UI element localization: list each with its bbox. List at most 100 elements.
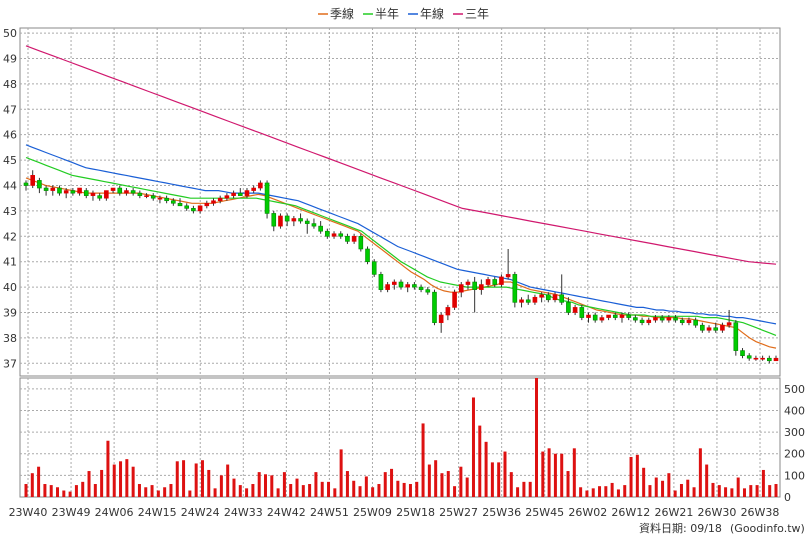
candle-body-89 <box>619 314 625 318</box>
volume-bar-82 <box>541 451 545 497</box>
volume-bar-70 <box>465 477 469 497</box>
volume-bar-36 <box>251 484 255 497</box>
candle-body-13 <box>110 187 116 191</box>
volume-bar-43 <box>295 478 299 497</box>
volume-bar-27 <box>194 463 198 497</box>
volume-bar-75 <box>497 462 501 497</box>
volume-bar-1 <box>30 473 34 497</box>
candle-body-73 <box>512 274 518 303</box>
candle-body-42 <box>304 220 310 224</box>
candle-body-78 <box>546 294 551 301</box>
candle-body-7 <box>70 190 76 194</box>
ma-line-1 <box>25 156 777 336</box>
volume-bar-74 <box>490 462 494 497</box>
candle-body-107 <box>740 350 745 356</box>
candle-body-6 <box>63 190 69 194</box>
candle-body-18 <box>144 195 149 197</box>
volume-bar-28 <box>200 460 204 497</box>
candle-body-55 <box>392 281 397 285</box>
x-tick-13: 26W02 <box>568 506 607 519</box>
volume-bar-11 <box>93 484 97 497</box>
volume-bar-59 <box>396 480 400 497</box>
volume-bar-98 <box>642 467 646 497</box>
candle-body-85 <box>592 314 598 321</box>
volume-bar-10 <box>87 471 91 497</box>
volume-bar-17 <box>131 466 135 497</box>
price-tick-11: 48 <box>3 78 17 91</box>
candle-body-106 <box>733 322 739 351</box>
volume-bar-23 <box>169 484 173 497</box>
volume-bar-40 <box>276 488 280 497</box>
candle-body-4 <box>50 187 56 191</box>
volume-bar-56 <box>377 484 381 497</box>
candle-body-39 <box>284 215 290 222</box>
volume-bar-87 <box>572 448 576 497</box>
volume-bar-80 <box>528 481 532 497</box>
x-tick-0: 23W40 <box>9 506 48 519</box>
candle-body-40 <box>291 218 297 222</box>
volume-bar-20 <box>150 485 154 497</box>
candle-body-49 <box>351 235 357 242</box>
volume-bar-7 <box>68 491 72 497</box>
volume-bar-72 <box>478 425 482 497</box>
volume-bar-49 <box>333 488 337 497</box>
volume-tick-1: 100 <box>784 469 805 482</box>
x-tick-16: 26W30 <box>698 506 737 519</box>
price-tick-3: 40 <box>3 281 17 294</box>
volume-bar-95 <box>623 485 627 497</box>
candle-body-44 <box>318 225 323 232</box>
axes: 23W40 23W49 24W06 24W15 24W24 24W33 24W42 24W51… <box>9 506 780 519</box>
ma-line-0 <box>25 177 777 349</box>
volume-bar-35 <box>245 488 249 497</box>
candle-body-15 <box>124 190 129 194</box>
candle-body-63 <box>445 307 451 316</box>
volume-bar-18 <box>137 484 141 497</box>
volume-bar-112 <box>730 488 734 497</box>
candle-body-16 <box>130 190 136 194</box>
volume-bar-16 <box>125 459 129 497</box>
price-grid: 37 38 39 40 41 42 43 44 45 46 47 48 49 50 <box>3 27 781 377</box>
volume-bar-5 <box>56 487 60 497</box>
volume-bar-14 <box>112 464 116 497</box>
x-tick-12: 25W45 <box>525 506 564 519</box>
volume-bar-37 <box>257 472 261 497</box>
candle-body-3 <box>43 187 49 191</box>
volume-bar-116 <box>755 485 759 497</box>
candle-body-101 <box>700 324 705 331</box>
candle-body-20 <box>157 197 163 200</box>
volume-bar-2 <box>37 466 41 497</box>
candle-body-23 <box>177 202 183 207</box>
candle-body-57 <box>405 284 410 288</box>
ma-line-3 <box>25 45 777 265</box>
volume-bar-47 <box>320 481 324 497</box>
candle-body-97 <box>673 317 678 321</box>
volume-bar-39 <box>270 475 274 497</box>
volume-bar-52 <box>352 480 356 497</box>
x-tick-2: 24W06 <box>95 506 134 519</box>
volume-bar-97 <box>635 454 639 497</box>
candle-body-0 <box>23 182 29 186</box>
volume-bar-109 <box>711 482 715 497</box>
volume-bar-91 <box>598 486 602 497</box>
volume-bar-42 <box>289 484 293 497</box>
candle-body-47 <box>338 233 344 237</box>
volume-frame <box>19 377 781 498</box>
candle-body-90 <box>626 314 631 318</box>
candle-body-8 <box>77 187 82 194</box>
candle-body-102 <box>706 327 712 331</box>
candle-body-110 <box>760 357 765 360</box>
candle-body-28 <box>211 200 216 204</box>
candle-body-50 <box>358 235 364 250</box>
x-tick-6: 24W42 <box>267 506 306 519</box>
volume-bar-88 <box>579 487 583 497</box>
price-tick-5: 42 <box>3 230 17 243</box>
volume-bar-45 <box>308 484 312 497</box>
volume-bar-101 <box>661 480 665 497</box>
price-tick-2: 39 <box>3 306 17 319</box>
volume-tick-2: 200 <box>784 448 805 461</box>
volume-bar-119 <box>774 484 778 497</box>
candle-body-27 <box>204 202 210 207</box>
price-tick-9: 46 <box>3 129 17 142</box>
volume-bar-31 <box>219 475 223 497</box>
candle-body-10 <box>90 192 96 196</box>
